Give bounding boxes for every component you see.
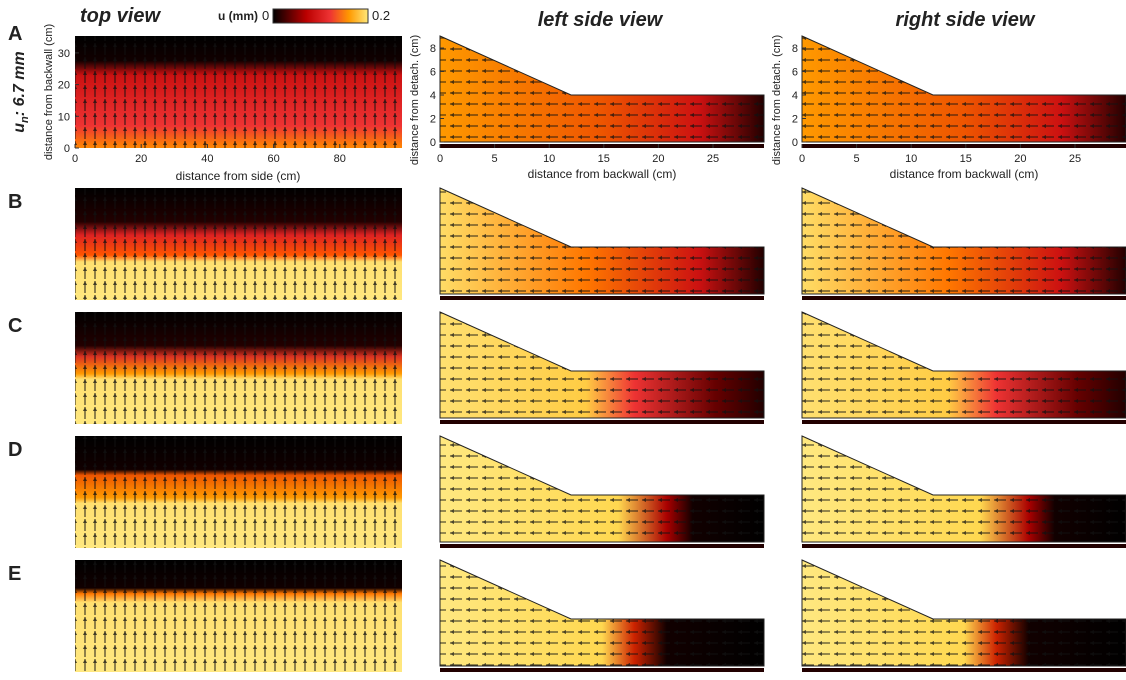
floor [802,144,1126,148]
colorbar-max: 0.2 [372,8,390,23]
column-title: top view [80,5,161,27]
floor [802,544,1126,548]
x-tick-label: 60 [267,153,279,165]
y-tick-label: 6 [792,67,798,79]
x-tick-label: 5 [492,153,498,165]
y-axis-label: distance from detach. (cm) [409,35,421,165]
floor [802,296,1126,300]
y-axis-label: distance from backwall (cm) [43,24,55,160]
x-tick-label: 25 [1069,153,1081,165]
x-tick-label: 15 [598,153,610,165]
row-letter: E [8,563,21,585]
quiver [440,188,764,294]
colorbar-label: u (mm) [218,9,258,23]
row-label: un: 6.7 mm [11,51,31,132]
x-axis-label: distance from backwall (cm) [890,167,1039,181]
floor [440,296,764,300]
y-tick-label: 10 [58,111,70,123]
quiver [440,312,764,418]
y-tick-label: 2 [430,114,436,126]
quiver [75,436,402,548]
floor [440,668,764,672]
row-letter: D [8,439,22,461]
y-tick-label: 0 [64,143,70,155]
quiver [440,36,764,142]
row-letter: B [8,191,22,213]
quiver [75,312,402,424]
x-tick-label: 10 [905,153,917,165]
floor [440,420,764,424]
colorbar-min: 0 [262,8,269,23]
quiver [802,312,1126,418]
x-tick-label: 0 [799,153,805,165]
floor [440,144,764,148]
quiver [802,560,1126,666]
y-tick-label: 8 [430,43,436,55]
floor [802,420,1126,424]
row-label-text: : 6.7 mm [11,51,28,116]
row-subscript: n [19,116,31,123]
y-tick-label: 6 [430,67,436,79]
x-tick-label: 0 [72,153,78,165]
quiver [802,436,1126,542]
x-tick-label: 40 [201,153,213,165]
colorbar [272,8,369,24]
x-tick-label: 25 [707,153,719,165]
x-tick-label: 5 [854,153,860,165]
y-tick-label: 4 [430,90,436,102]
y-tick-label: 4 [792,90,798,102]
x-tick-label: 20 [1014,153,1026,165]
x-tick-label: 80 [334,153,346,165]
x-axis-label: distance from backwall (cm) [528,167,677,181]
x-axis-label: distance from side (cm) [176,169,301,183]
quiver [440,436,764,542]
quiver [440,560,764,666]
x-tick-label: 15 [960,153,972,165]
x-tick-label: 20 [135,153,147,165]
floor [802,668,1126,672]
quiver [75,36,402,148]
row-letter: A [8,23,22,45]
column-title: right side view [896,9,1036,31]
quiver [802,36,1126,142]
x-tick-label: 20 [652,153,664,165]
y-tick-label: 0 [430,137,436,149]
column-title: left side view [538,9,664,31]
y-tick-label: 8 [792,43,798,55]
row-letter: C [8,315,22,337]
quiver [75,560,402,672]
y-axis-label: distance from detach. (cm) [771,35,783,165]
row-symbol: u [11,123,28,133]
floor [440,544,764,548]
y-tick-label: 30 [58,48,70,60]
quiver [75,188,402,300]
x-tick-label: 10 [543,153,555,165]
x-tick-label: 0 [437,153,443,165]
y-tick-label: 20 [58,80,70,92]
quiver [802,188,1126,294]
y-tick-label: 2 [792,114,798,126]
y-tick-label: 0 [792,137,798,149]
